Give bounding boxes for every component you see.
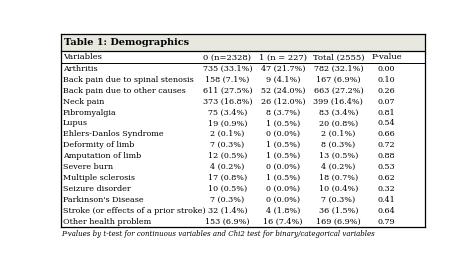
Text: 1 (0.5%): 1 (0.5%) bbox=[266, 174, 300, 182]
Text: 7 (0.3%): 7 (0.3%) bbox=[210, 196, 245, 204]
Text: 4 (0.2%): 4 (0.2%) bbox=[210, 163, 245, 171]
Text: 20 (0.8%): 20 (0.8%) bbox=[319, 119, 358, 127]
Text: 75 (3.4%): 75 (3.4%) bbox=[208, 109, 247, 116]
Text: Total (2555): Total (2555) bbox=[313, 53, 364, 61]
Text: 0.72: 0.72 bbox=[378, 141, 395, 149]
Text: 32 (1.4%): 32 (1.4%) bbox=[208, 207, 247, 215]
Text: Neck pain: Neck pain bbox=[63, 98, 104, 105]
Text: 8 (3.7%): 8 (3.7%) bbox=[266, 109, 300, 116]
Text: Severe burn: Severe burn bbox=[63, 163, 113, 171]
Text: 36 (1.5%): 36 (1.5%) bbox=[319, 207, 358, 215]
Text: 0 (0.0%): 0 (0.0%) bbox=[266, 163, 300, 171]
Bar bbox=[61, 140, 425, 151]
Text: 10 (0.4%): 10 (0.4%) bbox=[319, 185, 358, 193]
Bar bbox=[61, 85, 425, 96]
Text: 663 (27.2%): 663 (27.2%) bbox=[313, 87, 363, 95]
Text: 2 (0.1%): 2 (0.1%) bbox=[321, 130, 356, 138]
Text: Amputation of limb: Amputation of limb bbox=[63, 152, 141, 160]
Bar bbox=[61, 162, 425, 172]
Text: Table 1: Demographics: Table 1: Demographics bbox=[64, 38, 189, 47]
Text: 0.32: 0.32 bbox=[378, 185, 395, 193]
Text: 7 (0.3%): 7 (0.3%) bbox=[210, 141, 245, 149]
Text: 13 (0.5%): 13 (0.5%) bbox=[319, 152, 358, 160]
Bar bbox=[61, 183, 425, 194]
Text: 0.41: 0.41 bbox=[378, 196, 395, 204]
Text: P-value: P-value bbox=[371, 53, 402, 61]
Text: 12 (0.5%): 12 (0.5%) bbox=[208, 152, 247, 160]
Text: Back pain due to spinal stenosis: Back pain due to spinal stenosis bbox=[63, 76, 194, 84]
Text: 0 (0.0%): 0 (0.0%) bbox=[266, 130, 300, 138]
Bar bbox=[61, 51, 425, 64]
Text: 4 (1.8%): 4 (1.8%) bbox=[266, 207, 300, 215]
Text: 1 (n = 227): 1 (n = 227) bbox=[259, 53, 307, 61]
Text: Deformity of limb: Deformity of limb bbox=[63, 141, 134, 149]
Text: 167 (6.9%): 167 (6.9%) bbox=[316, 76, 361, 84]
Bar bbox=[61, 205, 425, 216]
Text: 2 (0.1%): 2 (0.1%) bbox=[210, 130, 245, 138]
Text: 7 (0.3%): 7 (0.3%) bbox=[321, 196, 356, 204]
Text: 0.66: 0.66 bbox=[378, 130, 395, 138]
Text: 0.64: 0.64 bbox=[378, 207, 395, 215]
Text: 611 (27.5%): 611 (27.5%) bbox=[203, 87, 252, 95]
Text: 153 (6.9%): 153 (6.9%) bbox=[205, 218, 250, 226]
Text: 9 (4.1%): 9 (4.1%) bbox=[266, 76, 300, 84]
Text: 83 (3.4%): 83 (3.4%) bbox=[319, 109, 358, 116]
Text: 1 (0.5%): 1 (0.5%) bbox=[266, 152, 300, 160]
Bar bbox=[61, 151, 425, 162]
Text: Seizure disorder: Seizure disorder bbox=[63, 185, 131, 193]
Text: 17 (0.8%): 17 (0.8%) bbox=[208, 174, 247, 182]
Text: 0.79: 0.79 bbox=[378, 218, 395, 226]
Text: 1 (0.5%): 1 (0.5%) bbox=[266, 119, 300, 127]
Bar bbox=[61, 96, 425, 107]
Bar bbox=[61, 107, 425, 118]
Text: 19 (0.9%): 19 (0.9%) bbox=[208, 119, 247, 127]
Text: 10 (0.5%): 10 (0.5%) bbox=[208, 185, 247, 193]
Text: Ehlers-Danlos Syndrome: Ehlers-Danlos Syndrome bbox=[63, 130, 164, 138]
Text: 26 (12.0%): 26 (12.0%) bbox=[261, 98, 305, 105]
Text: Stroke (or effects of a prior stroke): Stroke (or effects of a prior stroke) bbox=[63, 207, 206, 215]
Text: Lupus: Lupus bbox=[63, 119, 88, 127]
Text: 1 (0.5%): 1 (0.5%) bbox=[266, 141, 300, 149]
Text: 0 (0.0%): 0 (0.0%) bbox=[266, 196, 300, 204]
Text: 52 (24.0%): 52 (24.0%) bbox=[261, 87, 305, 95]
Text: 0 (0.0%): 0 (0.0%) bbox=[266, 185, 300, 193]
Text: 782 (32.1%): 782 (32.1%) bbox=[314, 65, 363, 73]
Text: Arthritis: Arthritis bbox=[63, 65, 98, 73]
Text: Parkinson's Disease: Parkinson's Disease bbox=[63, 196, 144, 204]
Text: 0.53: 0.53 bbox=[378, 163, 395, 171]
Bar bbox=[61, 216, 425, 227]
Bar bbox=[61, 118, 425, 129]
Text: 735 (33.1%): 735 (33.1%) bbox=[203, 65, 252, 73]
Text: 16 (7.4%): 16 (7.4%) bbox=[263, 218, 303, 226]
Text: 0 (n=2328): 0 (n=2328) bbox=[203, 53, 252, 61]
Bar bbox=[61, 64, 425, 74]
Text: Other health problem: Other health problem bbox=[63, 218, 151, 226]
Text: 0.07: 0.07 bbox=[378, 98, 395, 105]
Text: 169 (6.9%): 169 (6.9%) bbox=[316, 218, 361, 226]
Text: 0.54: 0.54 bbox=[378, 119, 395, 127]
Text: 18 (0.7%): 18 (0.7%) bbox=[319, 174, 358, 182]
Bar bbox=[61, 129, 425, 140]
Text: 399 (16.4%): 399 (16.4%) bbox=[313, 98, 364, 105]
Text: 0.26: 0.26 bbox=[378, 87, 395, 95]
Bar bbox=[61, 194, 425, 205]
Text: 0.62: 0.62 bbox=[378, 174, 395, 182]
Text: 0.00: 0.00 bbox=[378, 65, 395, 73]
Text: 8 (0.3%): 8 (0.3%) bbox=[321, 141, 356, 149]
Text: Variables: Variables bbox=[63, 53, 102, 61]
Text: Multiple sclerosis: Multiple sclerosis bbox=[63, 174, 135, 182]
Text: 0.10: 0.10 bbox=[378, 76, 395, 84]
Bar bbox=[61, 74, 425, 85]
Bar bbox=[61, 34, 425, 51]
Text: 0.81: 0.81 bbox=[378, 109, 395, 116]
Bar bbox=[61, 172, 425, 183]
Text: P-values by t-test for continuous variables and Chi2 test for binary/categorical: P-values by t-test for continuous variab… bbox=[61, 230, 375, 238]
Text: 4 (0.2%): 4 (0.2%) bbox=[321, 163, 356, 171]
Text: 373 (16.8%): 373 (16.8%) bbox=[203, 98, 252, 105]
Text: Back pain due to other causes: Back pain due to other causes bbox=[63, 87, 186, 95]
Text: Fibromyalgia: Fibromyalgia bbox=[63, 109, 117, 116]
Text: 158 (7.1%): 158 (7.1%) bbox=[205, 76, 250, 84]
Text: 0.88: 0.88 bbox=[378, 152, 395, 160]
Text: 47 (21.7%): 47 (21.7%) bbox=[261, 65, 305, 73]
